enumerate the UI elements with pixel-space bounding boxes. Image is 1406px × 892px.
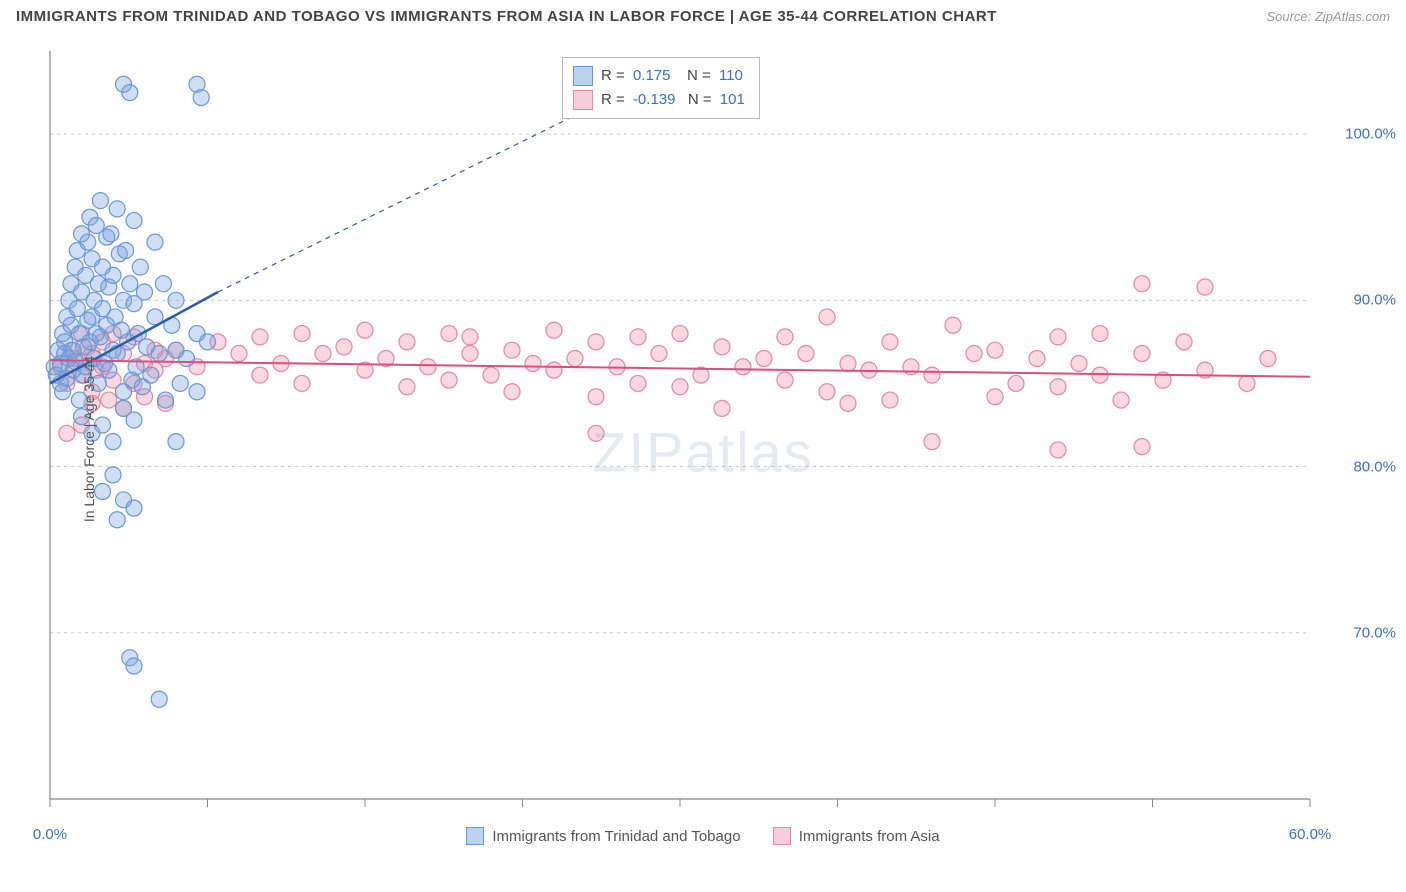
legend-item-b: Immigrants from Asia	[773, 827, 940, 845]
stat-legend: R = 0.175 N = 110 R = -0.139 N = 101	[562, 57, 760, 119]
legend-label-b: Immigrants from Asia	[799, 828, 940, 845]
stat-n-label: N =	[687, 64, 711, 88]
stat-swatch-a	[573, 66, 593, 86]
stat-r-a: 0.175	[633, 64, 671, 88]
stat-n-a: 110	[719, 64, 743, 88]
y-tick-label: 90.0%	[1353, 292, 1396, 309]
y-axis-label: In Labor Force | Age 35-44	[81, 356, 97, 522]
stat-n-label2: N =	[688, 88, 712, 112]
legend-item-a: Immigrants from Trinidad and Tobago	[466, 827, 740, 845]
stat-n-b: 101	[720, 88, 745, 112]
chart-container: In Labor Force | Age 35-44 ZIPatlas 70.0…	[0, 29, 1406, 849]
chart-header: IMMIGRANTS FROM TRINIDAD AND TOBAGO VS I…	[0, 0, 1406, 29]
scatter-chart	[0, 29, 1406, 849]
chart-source: Source: ZipAtlas.com	[1266, 9, 1390, 24]
stat-r-b: -0.139	[633, 88, 676, 112]
stat-r-label: R =	[601, 64, 625, 88]
stat-row-b: R = -0.139 N = 101	[573, 88, 749, 112]
y-tick-label: 100.0%	[1345, 126, 1396, 143]
chart-title: IMMIGRANTS FROM TRINIDAD AND TOBAGO VS I…	[16, 8, 997, 25]
legend-label-a: Immigrants from Trinidad and Tobago	[492, 828, 740, 845]
y-tick-label: 80.0%	[1353, 458, 1396, 475]
stat-r-label2: R =	[601, 88, 625, 112]
y-tick-label: 70.0%	[1353, 624, 1396, 641]
stat-swatch-b	[573, 90, 593, 110]
stat-row-a: R = 0.175 N = 110	[573, 64, 749, 88]
bottom-legend: Immigrants from Trinidad and Tobago Immi…	[0, 827, 1406, 849]
legend-swatch-a	[466, 827, 484, 845]
legend-swatch-b	[773, 827, 791, 845]
